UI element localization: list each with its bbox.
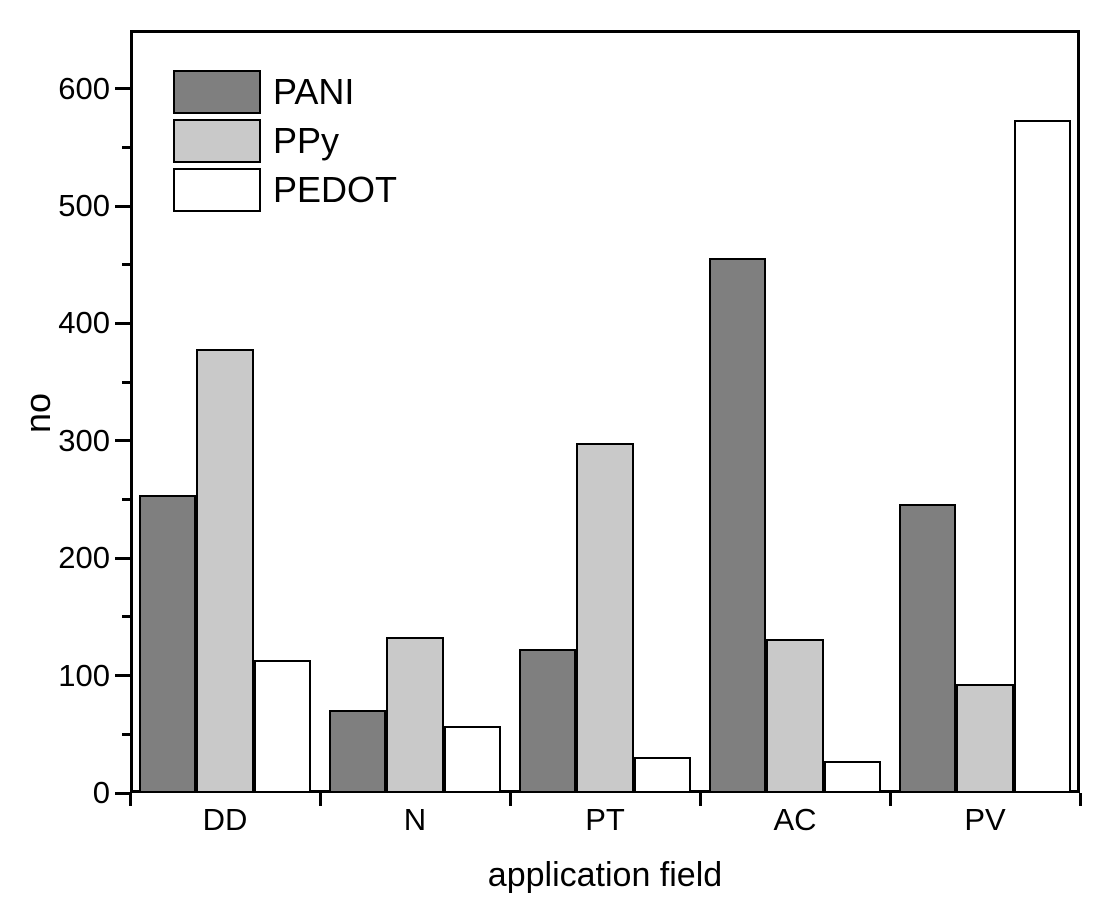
y-major-tick (115, 556, 130, 560)
y-tick-label: 400 (58, 305, 110, 341)
y-major-tick (115, 204, 130, 208)
legend-label-PPy: PPy (273, 120, 340, 161)
y-minor-tick (122, 263, 130, 267)
legend-row-PANI: PANI (173, 70, 397, 114)
bar-PANI-AC (708, 257, 767, 793)
legend-swatch-PEDOT (173, 168, 261, 212)
legend-swatch-PPy (173, 119, 261, 163)
bar-PEDOT-DD (253, 660, 312, 793)
y-major-tick (115, 321, 130, 325)
bar-PPy-DD (196, 349, 254, 793)
bar-PPy-AC (766, 639, 824, 793)
y-major-tick (115, 439, 130, 443)
bar-PEDOT-PV (1013, 120, 1072, 793)
x-category-label: DD (202, 802, 248, 837)
bar-PPy-N (386, 636, 444, 793)
y-tick-label: 500 (58, 188, 110, 224)
legend-label-PEDOT: PEDOT (273, 169, 398, 210)
bar-PPy-PV (956, 683, 1014, 793)
x-tick (318, 793, 322, 806)
x-tick (128, 793, 132, 806)
x-tick (888, 793, 892, 806)
legend: PANI PPy PEDOT (173, 70, 397, 217)
bar-PEDOT-PT (633, 756, 692, 793)
y-tick-label: 600 (58, 70, 110, 106)
y-major-tick (115, 791, 130, 795)
y-minor-tick (122, 498, 130, 502)
y-tick-label: 100 (58, 657, 110, 693)
bar-PEDOT-AC (823, 761, 882, 793)
bar-PANI-PV (898, 504, 957, 793)
y-tick-label: 200 (58, 540, 110, 576)
bar-PPy-PT (576, 443, 634, 793)
x-tick (698, 793, 702, 806)
x-category-label: PV (964, 802, 1006, 837)
bar-PANI-PT (518, 648, 577, 793)
x-tick (508, 793, 512, 806)
x-category-label: N (403, 802, 427, 837)
y-tick-label: 300 (58, 422, 110, 458)
y-major-tick (115, 87, 130, 91)
x-tick (1078, 793, 1082, 806)
bar-PANI-DD (138, 494, 197, 793)
bar-PANI-N (328, 709, 387, 793)
y-minor-tick (122, 732, 130, 736)
y-tick-label: 0 (92, 775, 110, 810)
bar-PEDOT-N (443, 726, 502, 793)
x-category-label: AC (773, 802, 817, 837)
legend-row-PEDOT: PEDOT (173, 168, 397, 212)
legend-row-PPy: PPy (173, 119, 397, 163)
y-minor-tick (122, 615, 130, 619)
y-minor-tick (122, 145, 130, 149)
x-axis-title: application field (487, 856, 723, 894)
x-category-label: PT (585, 802, 625, 837)
legend-swatch-PANI (173, 70, 261, 114)
y-minor-tick (122, 380, 130, 384)
legend-label-PANI: PANI (273, 71, 355, 112)
y-major-tick (115, 674, 130, 678)
